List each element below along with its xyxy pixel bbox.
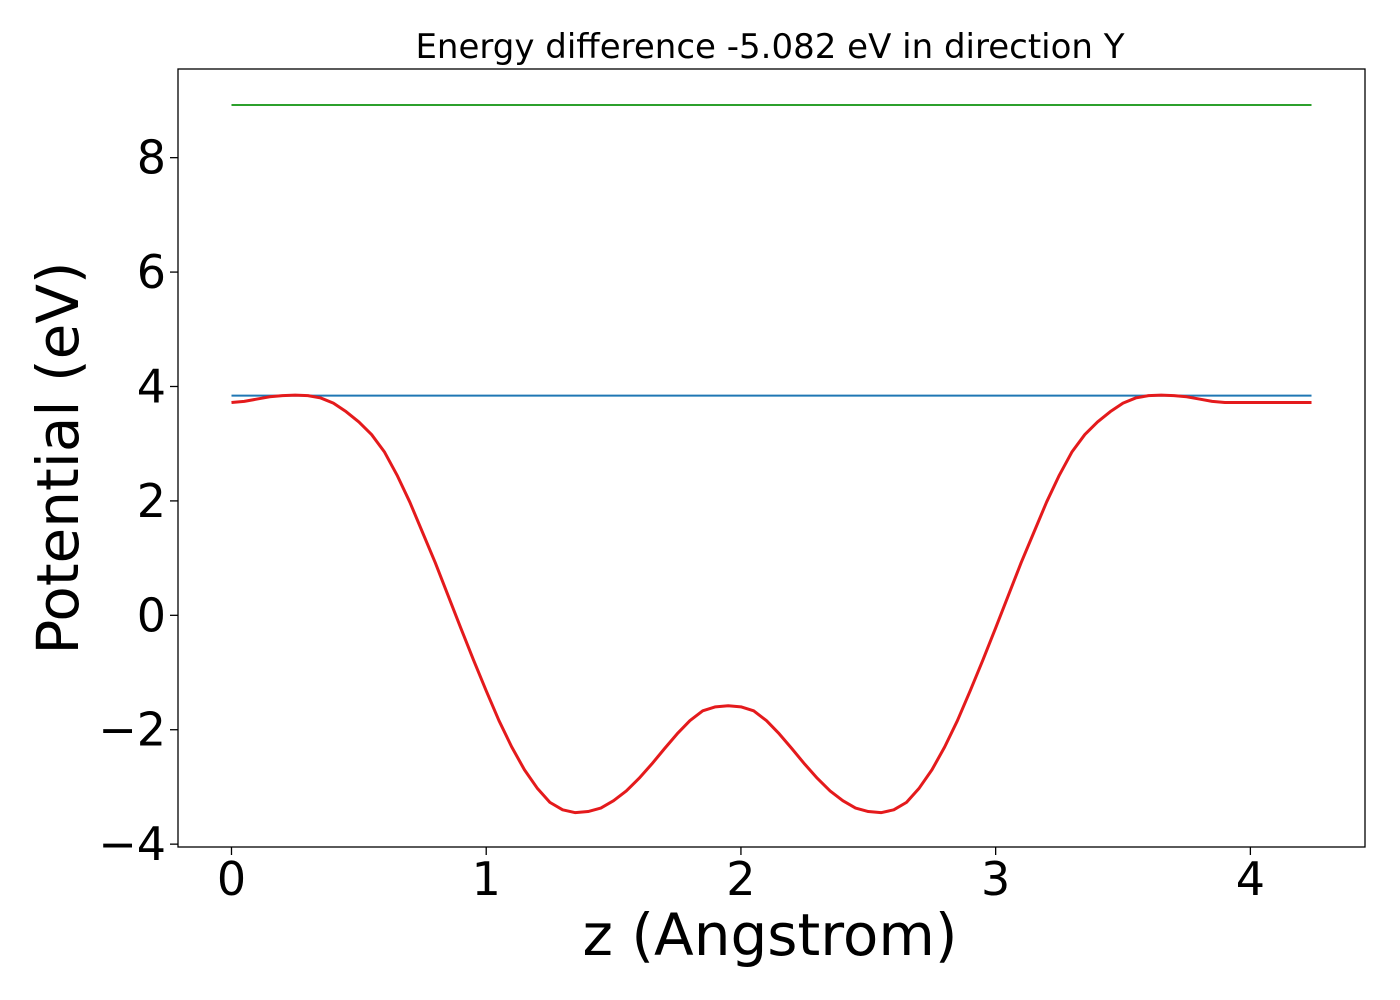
y-tick-label: 6 (137, 245, 166, 299)
y-tick-label: −4 (98, 817, 166, 871)
y-tick-label: 8 (137, 131, 166, 185)
x-tick-label: 1 (472, 852, 501, 906)
x-tick-label: 0 (217, 852, 246, 906)
y-tick-label: 0 (137, 588, 166, 642)
axes-frame (177, 68, 1366, 848)
x-tick-label: 4 (1236, 852, 1265, 906)
y-tick-label: 2 (137, 474, 166, 528)
series-line-2 (231, 393, 1312, 815)
y-tick-label: 4 (137, 359, 166, 413)
chart-title: Energy difference -5.082 eV in direction… (415, 27, 1124, 67)
y-axis-ticks: −4 −2 0 2 4 6 8 (98, 131, 178, 871)
plot-area (231, 104, 1312, 815)
x-tick-label: 2 (726, 852, 755, 906)
x-tick-label: 3 (981, 852, 1010, 906)
x-axis-ticks: 0 1 2 3 4 (217, 847, 1265, 906)
y-axis-title: Potential (eV) (24, 261, 92, 654)
x-axis-title: z (Angstrom) (583, 901, 958, 969)
y-tick-label: −2 (98, 703, 166, 757)
